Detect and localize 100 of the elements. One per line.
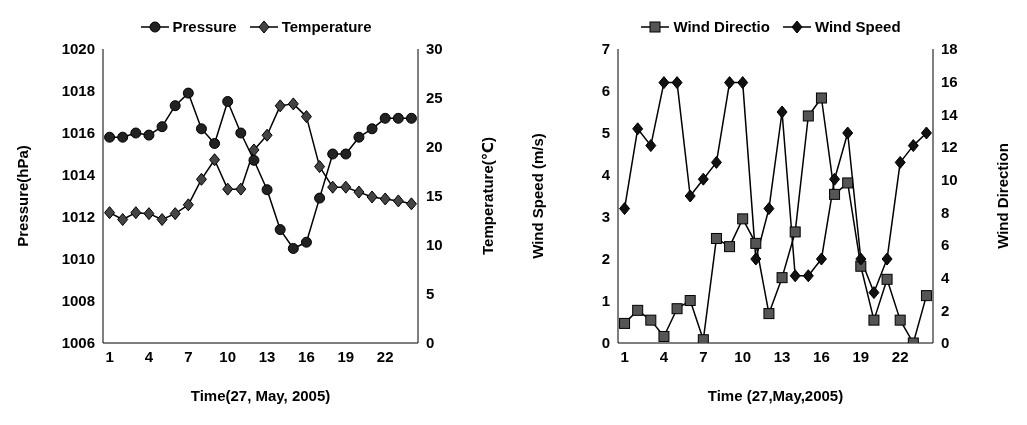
point	[619, 202, 631, 216]
point	[379, 112, 391, 124]
y-axis-title: Pressure(hPa)	[14, 145, 32, 247]
point	[248, 154, 260, 166]
x-tick-label: 4	[659, 347, 669, 365]
point	[855, 252, 867, 266]
point	[632, 304, 644, 316]
y2-tick-label: 6	[941, 236, 950, 254]
y-tick-label: 1008	[61, 292, 95, 310]
point	[353, 185, 365, 199]
y-tick-label: 7	[601, 40, 610, 58]
y2-tick-label: 18	[941, 40, 958, 58]
y-tick-label: 0	[601, 334, 610, 352]
point	[261, 128, 273, 142]
point	[366, 190, 378, 204]
y-tick-label: 1012	[61, 208, 95, 226]
point	[182, 198, 194, 212]
y-tick-label: 1016	[61, 124, 95, 142]
point	[658, 76, 670, 90]
point	[169, 100, 181, 112]
y-tick-label: 1014	[61, 166, 96, 184]
point	[353, 131, 365, 143]
point	[829, 188, 841, 200]
y-tick-label: 1020	[61, 40, 95, 58]
y2-tick-label: 0	[941, 334, 950, 352]
y2-tick-label: 12	[941, 138, 958, 156]
point	[776, 105, 788, 119]
point	[222, 96, 234, 107]
legend-label: Wind Directio	[673, 18, 770, 35]
x-tick-label: 16	[813, 347, 830, 365]
y-tick-label: 5	[601, 124, 610, 142]
point	[710, 232, 722, 244]
point	[104, 131, 116, 143]
point	[697, 172, 709, 186]
y2-tick-label: 8	[941, 203, 950, 221]
point	[920, 290, 932, 302]
y2-tick-label: 20	[426, 138, 443, 156]
legend-label: Wind Speed	[814, 18, 901, 35]
x-tick-label: 13	[258, 347, 276, 365]
y2-tick-label: 16	[941, 72, 958, 90]
point	[314, 160, 326, 174]
y2-tick-label: 0	[426, 334, 435, 352]
point	[169, 207, 181, 221]
point	[182, 87, 194, 99]
point	[894, 314, 906, 326]
y2-axis-title: Temperature(℃)	[479, 137, 497, 255]
point	[248, 143, 260, 157]
x-axis-title: Time(27, May, 2005)	[190, 387, 331, 404]
point	[737, 76, 749, 90]
point	[274, 224, 286, 236]
point	[117, 213, 129, 227]
point	[802, 269, 814, 283]
x-tick-label: 10	[734, 347, 752, 365]
point	[737, 213, 749, 225]
x-tick-label: 1	[620, 347, 629, 365]
point	[327, 180, 339, 194]
point	[405, 112, 417, 124]
point	[405, 197, 417, 211]
y-tick-label: 1006	[61, 334, 95, 352]
point	[671, 303, 683, 315]
y2-tick-label: 25	[426, 89, 443, 107]
y2-tick-label: 2	[941, 301, 950, 319]
x-axis-title: Time (27,May,2005)	[707, 387, 844, 404]
y2-tick-label: 5	[426, 285, 435, 303]
point	[750, 252, 762, 266]
point	[195, 123, 207, 135]
point	[776, 272, 788, 284]
point	[789, 269, 801, 283]
y-tick-label: 6	[601, 82, 610, 100]
x-tick-label: 19	[852, 347, 870, 365]
point	[366, 123, 378, 135]
point	[314, 192, 326, 204]
legend-label: Temperature	[281, 18, 372, 35]
point	[763, 202, 775, 216]
point	[209, 138, 221, 149]
x-tick-label: 16	[298, 347, 315, 365]
x-tick-label: 10	[219, 347, 237, 365]
x-tick-label: 13	[773, 347, 791, 365]
x-tick-label: 19	[337, 347, 355, 365]
point	[842, 177, 854, 189]
point	[881, 252, 893, 266]
y-tick-label: 1010	[61, 250, 95, 268]
point	[300, 110, 312, 124]
point	[195, 172, 207, 186]
x-tick-label: 1	[105, 347, 114, 365]
y2-tick-label: 14	[941, 105, 959, 123]
point	[763, 308, 775, 320]
point	[619, 317, 631, 329]
point	[379, 192, 391, 206]
point	[156, 213, 168, 227]
point	[802, 110, 814, 122]
point	[340, 180, 352, 194]
point	[632, 122, 644, 136]
point	[130, 127, 142, 139]
point	[697, 334, 709, 343]
x-tick-label: 22	[376, 347, 394, 365]
y2-tick-label: 30	[426, 40, 443, 58]
y-tick-label: 4	[601, 166, 611, 184]
point	[815, 252, 827, 266]
point	[300, 236, 312, 248]
